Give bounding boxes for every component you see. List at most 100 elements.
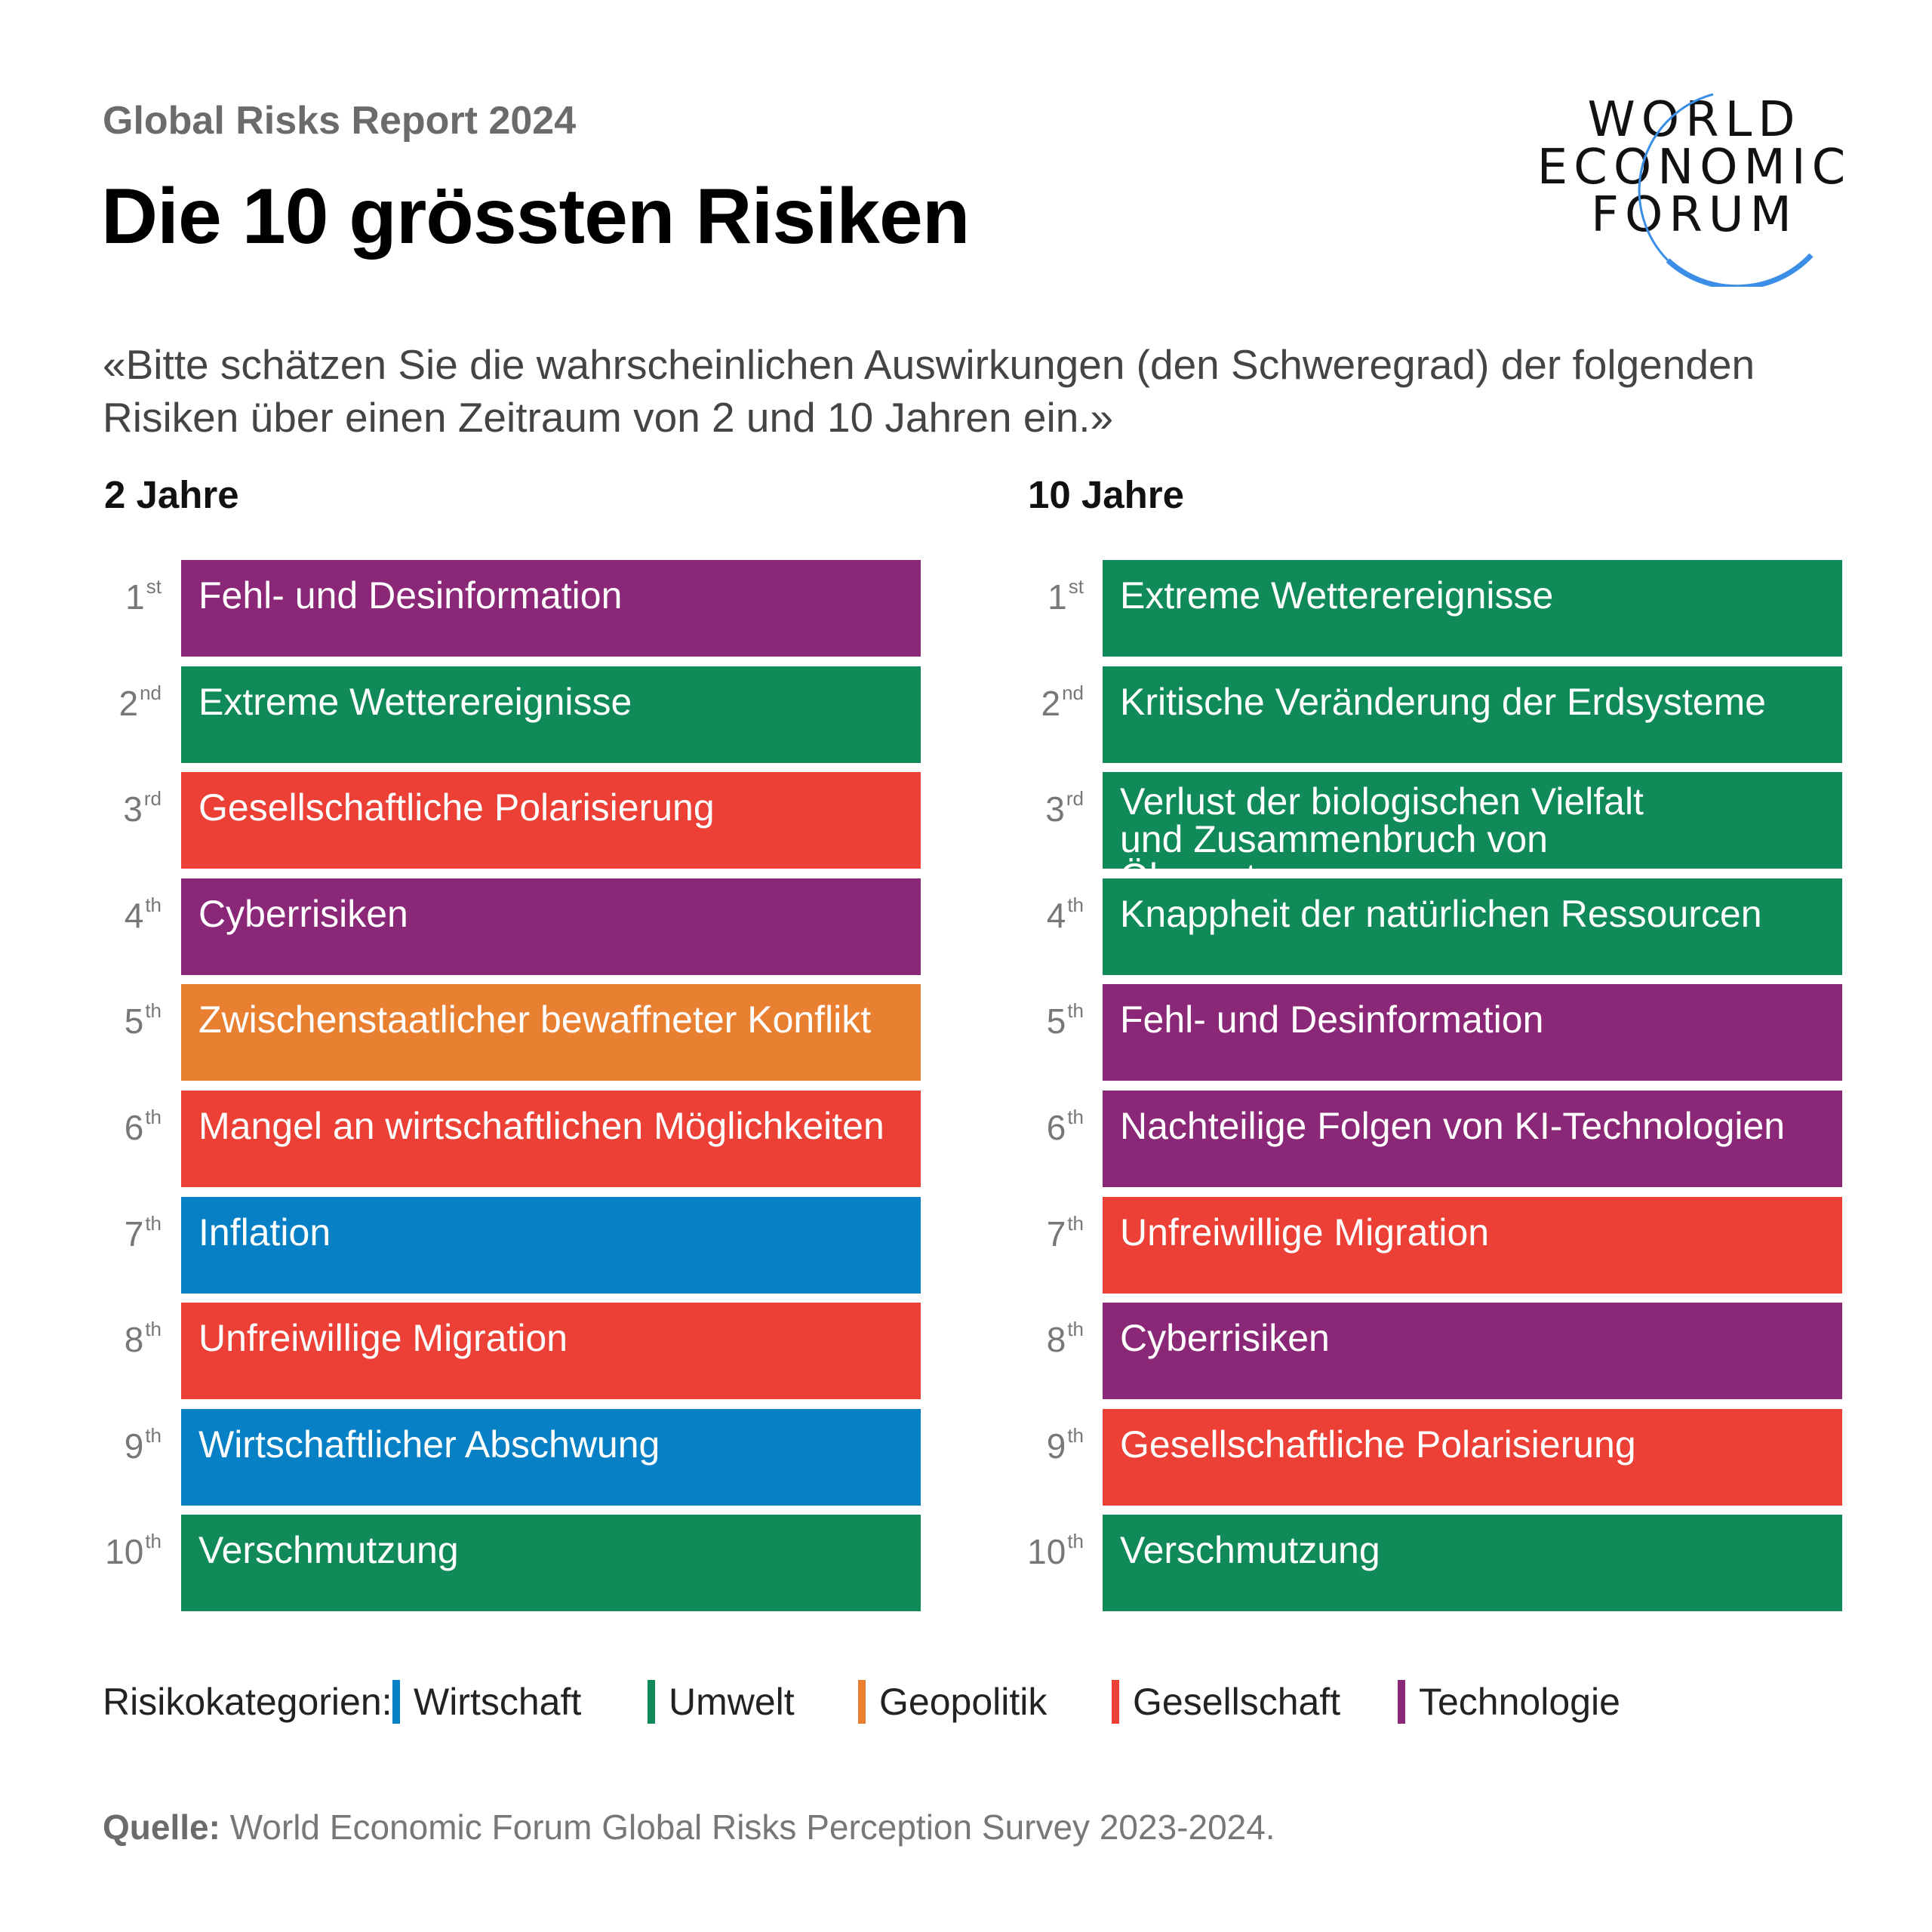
risk-bar: Unfreiwillige Migration [1103,1196,1842,1294]
legend-swatch [1398,1680,1405,1724]
legend-label: Wirtschaft [414,1681,582,1723]
logo-text-forum: FORUM [1591,187,1798,243]
column-heading-2-years: 2 Jahre [104,473,239,516]
legend-label: Geopolitik [879,1681,1048,1723]
rank-suffix: th [145,1423,162,1447]
rank-number: 8 [1046,1320,1066,1360]
source-note: Quelle: World Economic Forum Global Risk… [103,1807,1275,1847]
legend-label: Technologie [1419,1681,1620,1723]
risk-bar: Zwischenstaatlicher bewaffneter Konflikt [181,984,921,1081]
rank-number: 7 [124,1214,144,1254]
source-text: World Economic Forum Global Risks Percep… [220,1807,1275,1847]
legend-item-geopolitik: Geopolitik [858,1680,1047,1724]
rank-label: 3rd [71,787,162,829]
rank-label: 8th [71,1318,162,1360]
rank-suffix: rd [1066,787,1084,811]
rank-number: 5 [124,1001,144,1041]
rank-number: 9 [124,1426,144,1466]
rank-number: 5 [1046,1001,1066,1041]
rank-label: 7th [71,1211,162,1254]
legend-swatch [648,1680,655,1724]
risk-bar: Mangel an wirtschaftlichen Möglichkeiten [181,1091,921,1187]
rank-suffix: th [1067,999,1084,1023]
rank-number: 6 [1046,1108,1066,1147]
page-title: Die 10 grössten Risiken [101,173,970,260]
rank-suffix: nd [140,681,162,704]
rank-label: 5th [993,999,1084,1041]
risk-bar: Cyberrisiken [181,878,921,975]
legend-swatch [858,1680,866,1724]
rank-label: 5th [71,999,162,1041]
rank-label: 10th [71,1530,162,1572]
source-label: Quelle: [103,1807,220,1847]
rank-suffix: nd [1062,681,1084,704]
rank-suffix: th [145,1211,162,1235]
rank-label: 6th [993,1106,1084,1148]
legend-label: Umwelt [669,1681,795,1723]
rank-number: 1 [1048,577,1067,617]
rank-number: 2 [118,683,139,723]
rank-suffix: th [145,1318,162,1341]
rank-suffix: th [1067,1211,1084,1235]
rank-label: 1st [993,575,1084,617]
legend-swatch [392,1680,400,1724]
rank-label: 4th [993,893,1084,936]
report-label: Global Risks Report 2024 [103,99,577,143]
rank-label: 9th [71,1423,162,1466]
rank-label: 4th [71,894,162,936]
risk-bar: Verschmutzung [181,1515,921,1612]
rank-label: 6th [71,1106,162,1148]
rank-suffix: th [1067,1423,1084,1447]
rank-suffix: st [146,575,162,598]
rank-number: 10 [105,1532,144,1572]
risk-bar: Extreme Wetterereignisse [1103,560,1842,657]
legend-item-umwelt: Umwelt [648,1680,795,1724]
rank-suffix: th [1067,1530,1084,1553]
rank-suffix: th [145,1106,162,1128]
rank-suffix: rd [143,787,162,811]
legend-item-technologie: Technologie [1398,1680,1620,1724]
rank-label: 9th [993,1423,1084,1466]
risk-bar: Inflation [181,1196,921,1294]
risk-bar: Verschmutzung [1103,1515,1842,1612]
rank-number: 2 [1041,683,1061,723]
legend-item-wirtschaft: Wirtschaft [392,1680,581,1724]
risk-bar: Cyberrisiken [1103,1303,1842,1400]
rank-number: 8 [124,1320,144,1360]
logo-arc [1638,93,1714,262]
rank-label: 2nd [71,681,162,724]
wef-logo: WORLD ECONOMIC FORUM [1537,92,1852,287]
risk-bar: Kritische Veränderung der Erdsysteme [1103,666,1842,763]
risk-bar: Knappheit der natürlichen Ressourcen [1103,878,1842,975]
rank-suffix: th [1067,1318,1084,1341]
risk-bar: Gesellschaftliche Polarisierung [1103,1408,1842,1506]
rank-number: 1 [125,577,145,617]
rank-label: 8th [993,1318,1084,1360]
rank-number: 4 [124,895,144,935]
rank-number: 9 [1046,1426,1066,1466]
rank-number: 6 [124,1108,144,1147]
risk-bar: Verlust der biologischen Vielfalt und Zu… [1103,772,1842,896]
risk-bar: Nachteilige Folgen von KI-Technologien [1103,1091,1842,1187]
rank-suffix: th [145,999,162,1023]
rank-number: 3 [123,789,143,829]
legend-item-gesellschaft: Gesellschaft [1112,1680,1340,1724]
rank-suffix: th [1067,893,1084,916]
rank-number: 3 [1045,789,1065,829]
rank-suffix: th [1067,1106,1084,1128]
legend: Risikokategorien: Wirtschaft Umwelt Geopol… [103,1680,1914,1725]
risk-bar: Gesellschaftliche Polarisierung [181,772,921,869]
rank-label: 10th [993,1530,1084,1572]
legend-label: Gesellschaft [1133,1681,1341,1723]
risk-bar: Fehl- und Desinformation [1103,984,1842,1081]
rank-label: 3rd [993,787,1084,829]
logo-arc-bold [1666,253,1814,287]
legend-title: Risikokategorien: [103,1681,392,1723]
rank-suffix: st [1068,575,1084,598]
rank-number: 7 [1046,1214,1066,1254]
rank-number: 4 [1046,895,1066,935]
logo-text-world: WORLD [1587,92,1801,148]
survey-question: «Bitte schätzen Sie die wahrscheinlichen… [103,341,1755,441]
risk-bar: Wirtschaftlicher Abschwung [181,1408,921,1506]
logo-text-economic: ECONOMIC [1537,140,1852,195]
